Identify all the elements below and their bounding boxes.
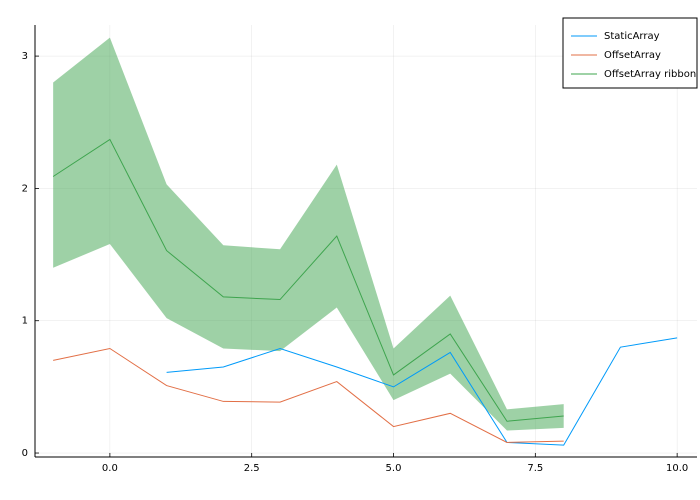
series-line	[166, 337, 678, 446]
legend-label: OffsetArray ribbon	[604, 69, 696, 80]
x-tick-label: 7.5	[527, 463, 543, 474]
series-line	[53, 347, 564, 443]
y-tick-label: 0	[22, 448, 28, 459]
y-tick-label: 1	[22, 316, 28, 327]
x-tick-label: 0.0	[102, 463, 118, 474]
legend-label: OffsetArray	[604, 50, 661, 61]
series-line	[52, 138, 564, 422]
x-tick-label: 5.0	[386, 463, 402, 474]
y-tick-label: 2	[22, 183, 28, 194]
legend-label: StaticArray	[604, 31, 660, 42]
ribbon	[53, 37, 564, 431]
x-tick-label: 2.5	[244, 463, 260, 474]
y-tick-label: 3	[22, 51, 28, 62]
legend-box	[562, 17, 698, 89]
x-tick-label: 10.0	[666, 463, 688, 474]
